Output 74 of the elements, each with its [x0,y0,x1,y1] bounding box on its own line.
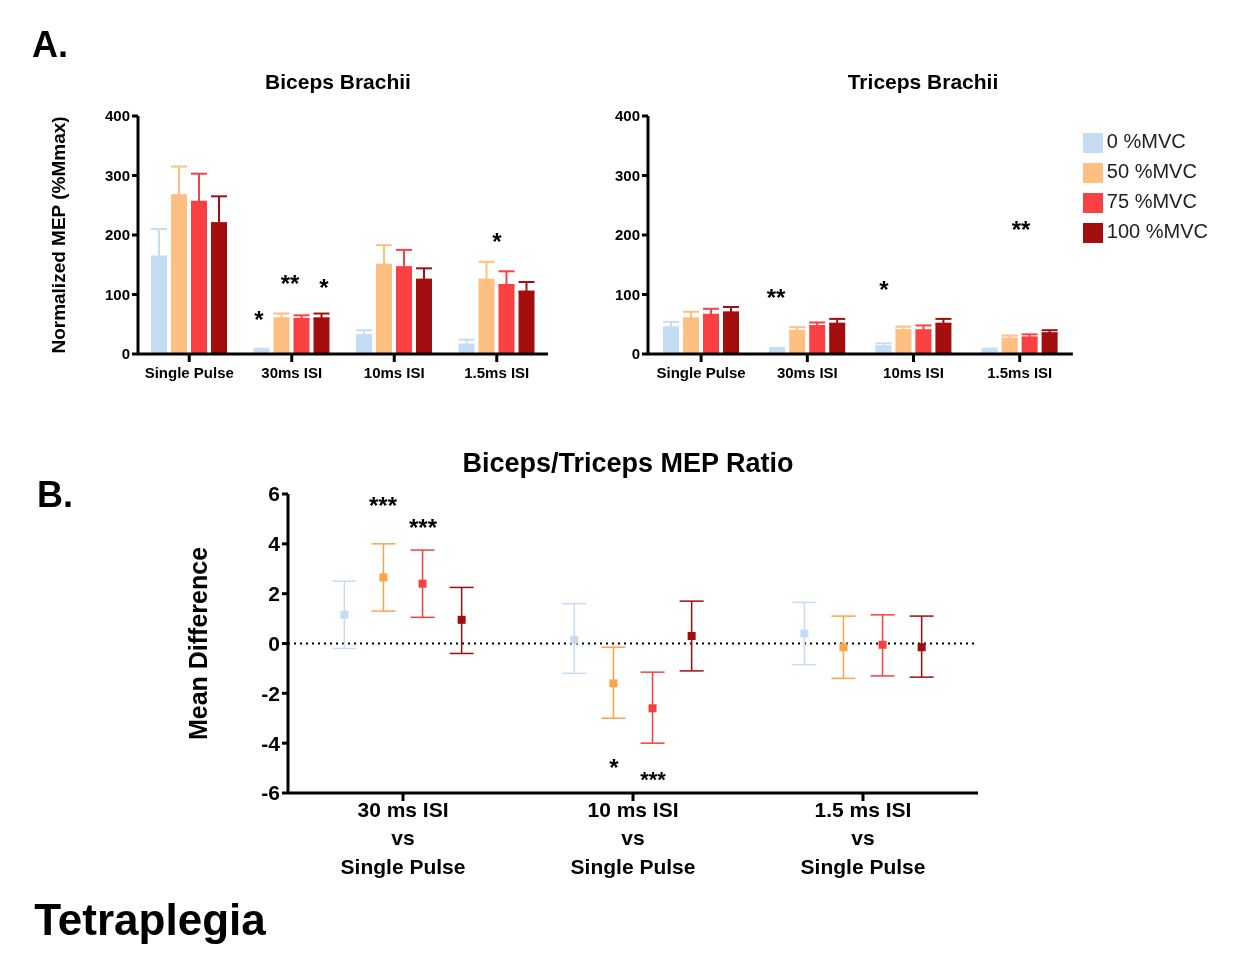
x-tick-label: 10ms ISI [363,364,425,381]
annotation: ** [280,270,300,297]
bar [789,330,806,354]
legend-label: 75 %MVC [1106,190,1197,212]
x-tick-label: 10ms ISI [883,364,944,381]
text: Tetraplegia [34,895,266,944]
bar [293,318,310,354]
y-tick-label: 300 [104,166,130,184]
legend-label: 0 %MVC [1106,130,1186,152]
x-tick-label: 30 ms ISI vs Single Pulse [340,798,466,878]
text: B. [37,474,73,515]
y-tick-label: -6 [261,781,280,805]
bar [829,323,846,354]
x-tick-label: 1.5ms ISI [464,364,530,381]
x-tick-label: 1.5ms ISI [987,364,1053,381]
legend-label: 100 %MVC [1106,220,1208,242]
text: A. [32,24,68,65]
y-tick-label: 4 [268,532,281,556]
bar [191,201,207,354]
bar [1041,333,1058,354]
annotation: * [609,754,619,781]
y-tick-label: 400 [104,107,130,125]
y-tick-label: 0 [121,345,130,363]
x-tick-label: 30ms ISI [261,364,323,381]
x-tick-label: 1.5 ms ISI vs Single Pulse [800,798,926,878]
bar [703,314,719,354]
y-tick-label: 0 [631,345,640,363]
annotation: * [879,276,889,303]
y-tick-label: -4 [261,731,281,755]
bar [1021,337,1038,354]
legend-label: 50 %MVC [1106,160,1197,182]
bar [935,323,952,354]
bar [151,256,167,354]
bar [171,195,187,354]
bar [478,279,495,354]
chart-title: Biceps/Triceps MEP Ratio [461,448,795,479]
annotation: * [319,274,329,301]
annotation: *** [368,492,398,519]
y-tick-label: 200 [104,226,130,244]
y-tick-label: 2 [268,582,280,606]
bar [313,318,330,354]
bar [416,279,432,354]
bar [396,267,412,354]
bar [518,291,535,354]
x-tick-label: 10 ms ISI vs Single Pulse [570,798,696,878]
annotation: ** [1011,216,1031,243]
y-tick-label: 300 [614,166,640,184]
annotation: ** [766,284,786,311]
chart-title: Biceps Brachii [264,70,412,94]
y-axis-title: Mean Difference [183,546,212,741]
x-tick-label: Single Pulse [656,364,746,381]
y-tick-label: 100 [614,285,640,303]
bar [498,284,515,354]
annotation: *** [640,767,666,792]
annotation: * [492,228,502,255]
bar [376,264,392,354]
bar [211,223,227,354]
bar [683,318,699,354]
y-tick-label: -2 [261,681,280,705]
chart-title: Triceps Brachii [846,70,1000,94]
y-tick-label: 100 [104,285,130,303]
y-tick-label: 400 [614,107,640,125]
y-tick-label: 6 [268,482,280,506]
bar [663,327,679,354]
bar [915,330,932,354]
x-tick-label: 30ms ISI [776,364,838,381]
y-tick-label: 200 [614,226,640,244]
annotation: *** [408,514,438,541]
bar [723,312,739,354]
x-tick-label: Single Pulse [144,364,234,381]
y-axis-title: Normalized MEP (%Mmax) [47,116,69,354]
y-tick-label: 0 [268,631,280,655]
bar [273,318,290,354]
annotation: * [254,306,264,333]
